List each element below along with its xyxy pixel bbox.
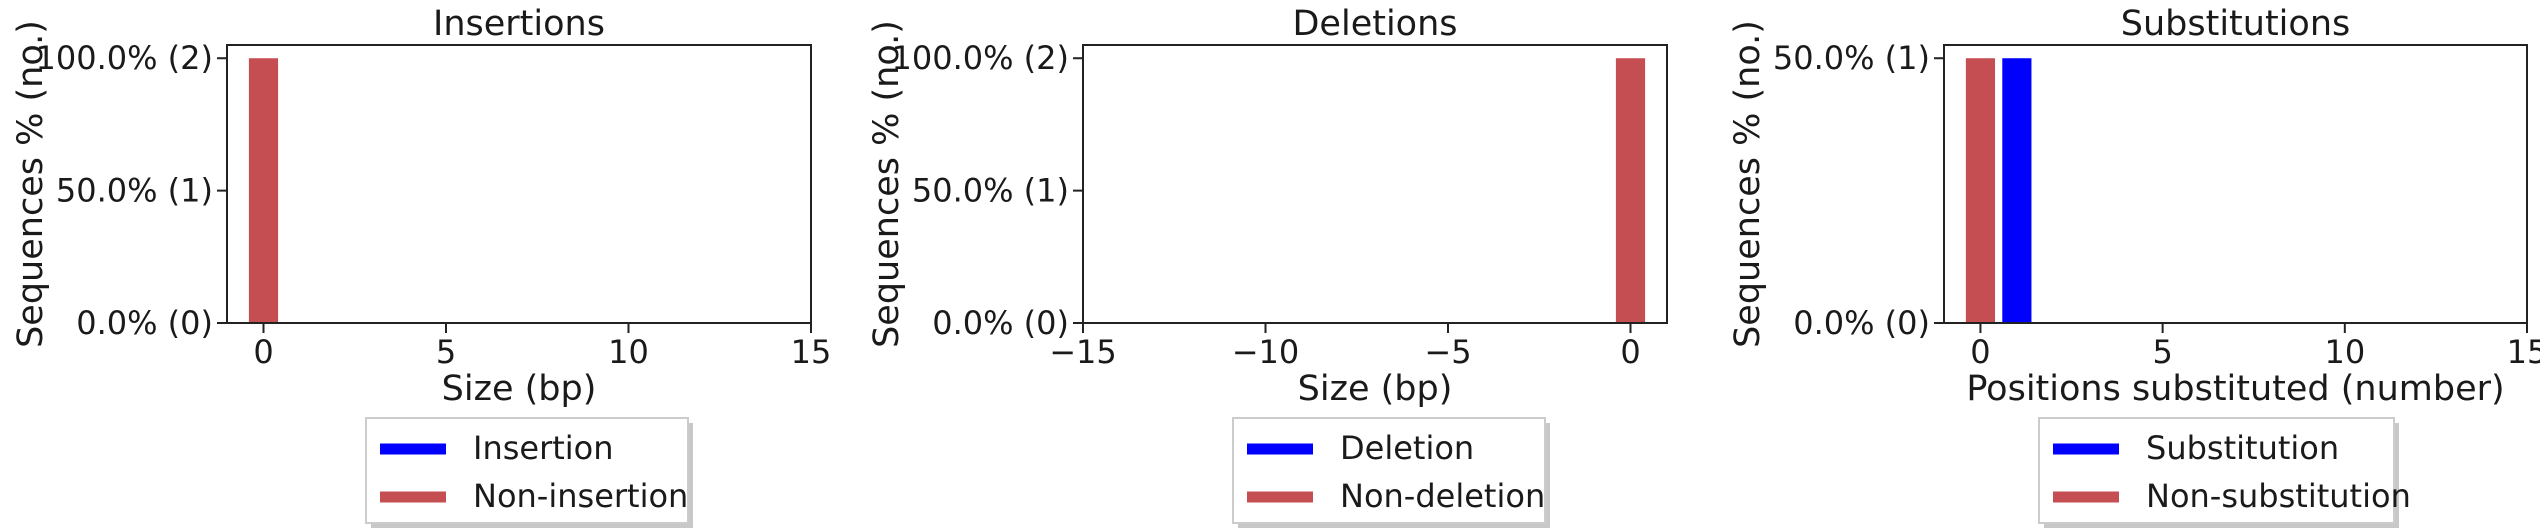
x-tick-label: 15: [791, 333, 832, 371]
y-tick-label: 0.0% (0): [76, 304, 213, 342]
legend-label: Non-insertion: [473, 477, 688, 515]
bar: [248, 58, 279, 323]
chart-title: Deletions: [1292, 4, 1457, 44]
chart-panel-3: 0 5 10 15 0.0% (0) 50.0% (1) Substitutions Posi…: [1728, 4, 2540, 528]
axes-frame: [1082, 44, 1668, 324]
legend: Deletion Non-deletion: [1232, 417, 1550, 528]
chart-title: Insertions: [433, 4, 605, 44]
x-axis-label: Positions substituted (number): [1966, 369, 2504, 409]
y-axis-label: Sequences % (no.): [867, 20, 907, 348]
axes-frame: [226, 44, 812, 324]
x-tick-label: 0: [253, 333, 273, 371]
x-tick-label: 5: [436, 333, 456, 371]
y-axis-label: Sequences % (no.): [11, 20, 51, 348]
axes-frame: [1943, 44, 2528, 324]
legend-box: [365, 417, 689, 524]
legend-label: Non-substitution: [2146, 477, 2411, 515]
x-tick-label: −10: [1232, 333, 1300, 371]
x-tick-label: 15: [2507, 333, 2540, 371]
y-tick-label: 50.0% (1): [56, 172, 213, 210]
x-tick-label: 10: [2324, 333, 2365, 371]
chart-panel-1: 0 5 10 15 0.0% (0) 50.0% (1) 100.0% (2) Inserti…: [11, 4, 831, 528]
y-tick-label: 0.0% (0): [1793, 304, 1930, 342]
y-tick-label: 50.0% (1): [1773, 39, 1930, 77]
legend-label: Deletion: [1340, 429, 1474, 467]
legend-label: Non-deletion: [1340, 477, 1545, 515]
bar: [1965, 58, 1996, 323]
legend: Insertion Non-insertion: [365, 417, 693, 528]
x-tick-label: 5: [2152, 333, 2172, 371]
legend: Substitution Non-substitution: [2038, 417, 2411, 528]
x-tick-label: 10: [608, 333, 649, 371]
legend-label: Insertion: [473, 429, 614, 467]
x-axis-label: Size (bp): [1298, 369, 1453, 409]
bar: [1615, 58, 1646, 323]
x-axis-label: Size (bp): [442, 369, 597, 409]
x-tick-label: −5: [1424, 333, 1471, 371]
bar: [2002, 58, 2032, 323]
legend-label: Substitution: [2146, 429, 2339, 467]
y-tick-label: 100.0% (2): [891, 39, 1069, 77]
y-axis-label: Sequences % (no.): [1728, 20, 1768, 348]
chart-title: Substitutions: [2121, 4, 2350, 44]
y-tick-label: 0.0% (0): [932, 304, 1069, 342]
y-tick-label: 50.0% (1): [912, 172, 1069, 210]
legend-box: [2038, 417, 2395, 524]
chart-panel-2: −15 −10 −5 0 0.0% (0) 50.0% (1) 100.0% (2) Dele…: [867, 4, 1668, 528]
legend-box: [1232, 417, 1546, 524]
x-tick-label: 0: [1970, 333, 1990, 371]
y-tick-label: 100.0% (2): [35, 39, 213, 77]
x-tick-label: −15: [1049, 333, 1117, 371]
x-tick-label: 0: [1620, 333, 1640, 371]
